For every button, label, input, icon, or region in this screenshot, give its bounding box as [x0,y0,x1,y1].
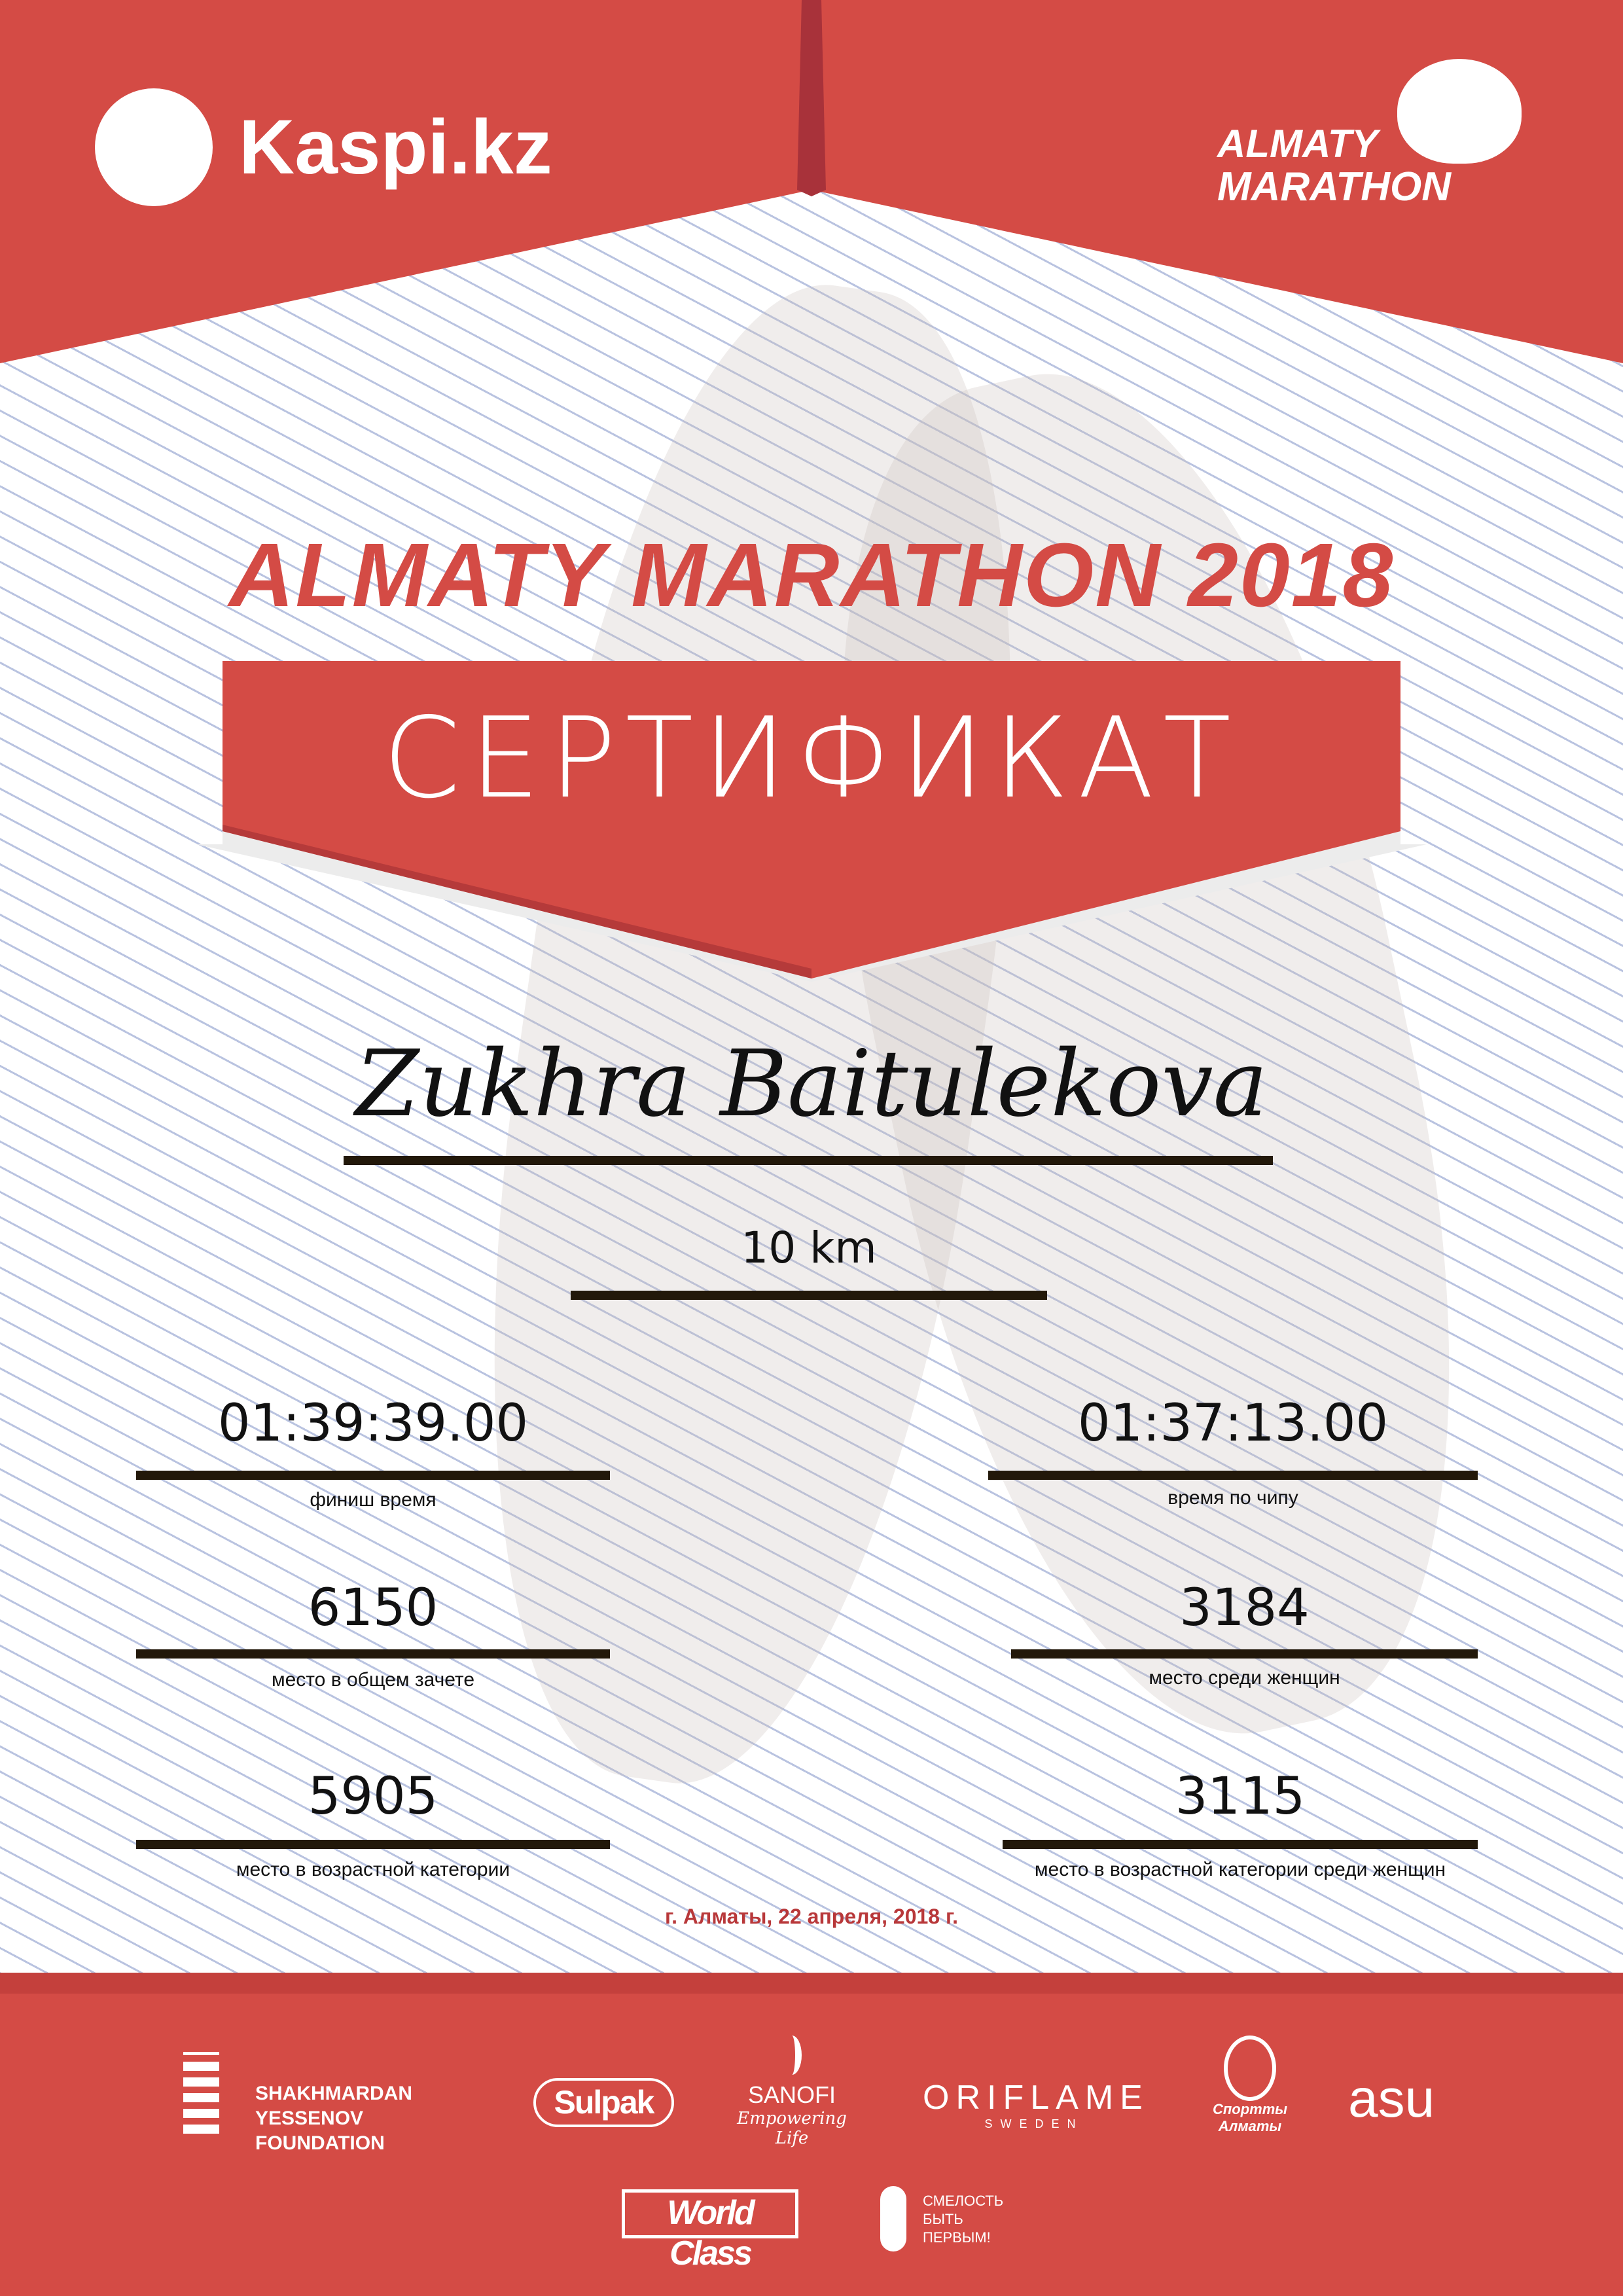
underline [1011,1649,1478,1659]
kaspi-icon [95,88,213,206]
underline [1003,1840,1478,1849]
worldclass-logo: World Class [622,2189,798,2272]
almaty-marathon-logo: ALMATY MARATHON [1214,59,1528,216]
underline [988,1471,1478,1480]
sulpak-logo: Sulpak [533,2078,674,2127]
underline [136,1471,610,1480]
yessenov-icon [183,2052,219,2134]
oriflame-logo: ORIFLAME SWEDEN [923,2079,1149,2130]
yessenov-logo: SHAKHMARDAN YESSENOV FOUNDATION [183,2052,471,2154]
participant-name: Zukhra Baitulekova [355,1031,1268,1138]
distance-underline [571,1291,1047,1300]
issue-date: г. Алматы, 22 апреля, 2018 г. [665,1905,958,1928]
corporate-fund-logo: СМЕЛОСТЬ БЫТЬ ПЕРВЫМ! [870,2179,1014,2255]
sport-almaty-logo: Спортты Алматы [1207,2036,1293,2135]
sport-almaty-emblem [1224,2036,1276,2101]
distance: 10 km [741,1223,877,1273]
underline [136,1649,610,1659]
underline [136,1840,610,1849]
sanofi-logo: SANOFI Empowering Life [720,2036,864,2148]
name-underline [344,1156,1273,1165]
sponsors-footer [0,1973,1623,2296]
sanofi-icon [782,2036,802,2075]
event-title: ALMATY MARATHON 2018 [228,525,1395,626]
certificate-banner [196,661,1427,982]
certificate-heading: СЕРТИФИКАТ [382,694,1241,823]
header-band [0,0,1623,363]
asu-logo: asu [1348,2069,1435,2128]
kaspi-logo: Kaspi.kz [95,88,552,206]
fund-figure-icon [880,2186,906,2251]
runner-icon [1397,59,1522,164]
